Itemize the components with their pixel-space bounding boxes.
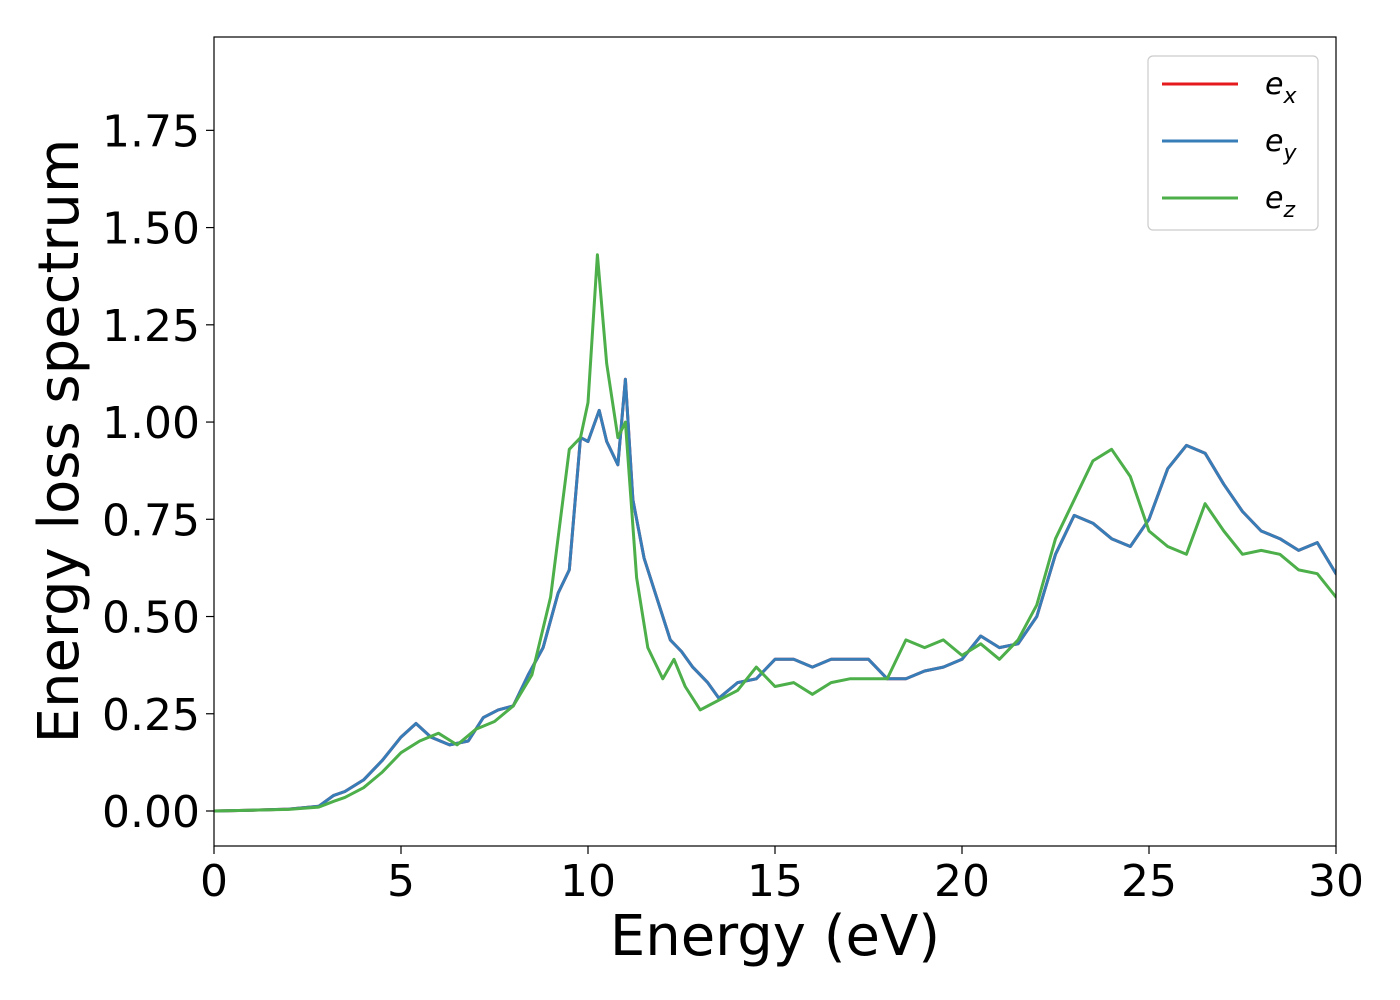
series-line-ex: [214, 377, 1336, 813]
plot-frame: [213, 36, 1337, 847]
y-tick-label: 1.25: [102, 301, 200, 352]
y-tick-label: 0.00: [102, 787, 200, 838]
plot-area: [214, 253, 1336, 813]
x-axis-title: Energy (eV): [610, 904, 940, 969]
y-axis-title: Energy loss spectrum: [27, 139, 92, 744]
legend-label-ex: ex: [1265, 67, 1297, 109]
x-tick-label: 10: [560, 856, 616, 907]
x-tick-label: 25: [1121, 856, 1177, 907]
legend-label-ez: ez: [1265, 181, 1295, 223]
legend-frame: [1147, 55, 1319, 231]
x-tick-label: 15: [747, 856, 803, 907]
y-axis-ticks: 0.00 0.25 0.50 0.75 1.00 1.25 1.50 1.75: [102, 106, 214, 838]
y-tick-label: 0.25: [102, 690, 200, 741]
legend: ex ey ez: [1147, 55, 1319, 231]
y-tick-label: 0.75: [102, 495, 200, 546]
y-tick-label: 0.50: [102, 593, 200, 644]
x-tick-label: 0: [200, 856, 228, 907]
series-line-ez: [214, 253, 1336, 813]
x-tick-label: 30: [1308, 856, 1364, 907]
x-tick-label: 5: [387, 856, 415, 907]
legend-label-ey: ey: [1265, 124, 1297, 166]
series-lines: [214, 253, 1336, 813]
y-tick-label: 1.50: [102, 204, 200, 255]
y-tick-label: 1.75: [102, 106, 200, 157]
y-tick-label: 1.00: [102, 398, 200, 449]
x-tick-label: 20: [934, 856, 990, 907]
x-axis-ticks: 0 5 10 15 20 25 30: [200, 846, 1364, 907]
series-line-ey: [214, 377, 1336, 813]
